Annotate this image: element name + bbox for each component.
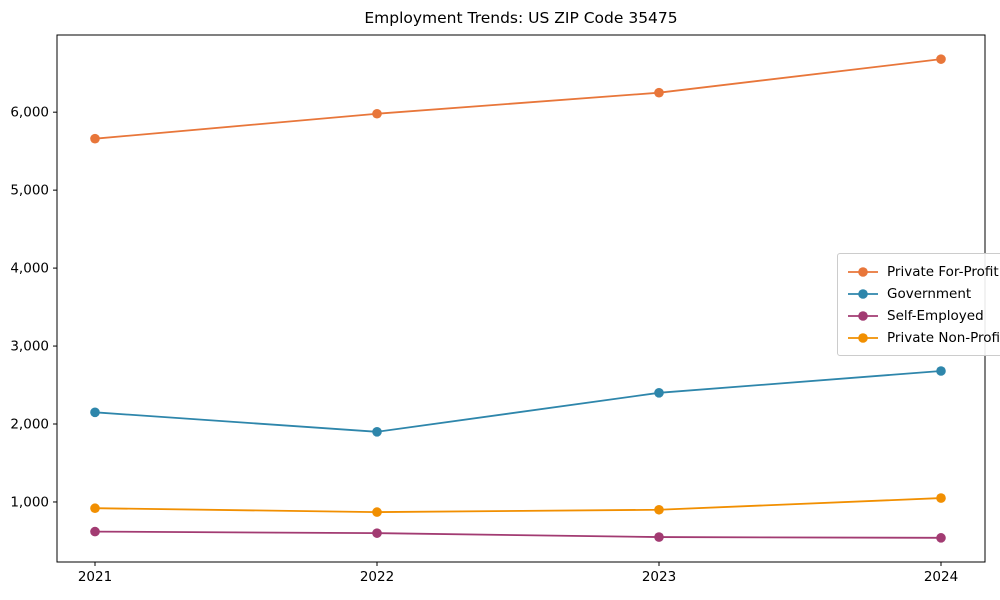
series-self-employed: [90, 526, 946, 543]
data-point-marker: [654, 388, 664, 398]
legend-item-label: Private Non-Profit: [887, 329, 1000, 346]
y-axis: 1,000 2,000 3,000 4,000 5,000 6,000: [10, 105, 57, 510]
chart-title: Employment Trends: US ZIP Code 35475: [364, 9, 678, 27]
series-government: [90, 366, 946, 437]
legend-item-label: Private For-Profit: [887, 263, 999, 280]
data-point-marker: [936, 366, 946, 376]
y-tick-label: 3,000: [10, 339, 49, 355]
x-tick-label: 2024: [924, 569, 958, 585]
data-point-marker: [654, 504, 664, 515]
legend-item-self-employed: Self-Employed: [847, 305, 1000, 326]
data-point-marker: [372, 528, 382, 538]
legend-item-government: Government: [847, 283, 1000, 304]
data-point-marker: [90, 503, 100, 514]
legend: Private For-Profit Government Self-Employe…: [837, 253, 1000, 356]
data-point-marker: [372, 507, 382, 517]
y-tick-label: 5,000: [10, 183, 49, 199]
x-axis: 2021 2022 2023 2024: [78, 562, 958, 585]
data-point-marker: [372, 427, 382, 437]
data-point-marker: [90, 526, 100, 537]
legend-marker-icon: [848, 310, 878, 321]
data-point-marker: [936, 493, 946, 503]
data-point-marker: [90, 133, 100, 144]
data-point-marker: [654, 87, 664, 98]
series-line: [94, 370, 942, 433]
y-tick-label: 1,000: [10, 494, 49, 510]
data-point-marker: [936, 533, 946, 543]
legend-item-private-non-profit: Private Non-Profit: [847, 327, 1000, 348]
series-private-non-profit: [90, 493, 946, 517]
legend-item-label: Self-Employed: [887, 307, 984, 324]
series-line: [94, 530, 942, 539]
series-line: [94, 497, 942, 514]
series-private-for-profit: [90, 54, 946, 144]
data-point-marker: [936, 54, 946, 64]
legend-marker-icon: [848, 266, 878, 277]
x-tick-label: 2023: [642, 569, 676, 585]
x-tick-label: 2021: [78, 569, 112, 585]
data-point-marker: [372, 108, 382, 119]
y-tick-label: 2,000: [10, 417, 49, 433]
legend-marker-icon: [848, 288, 878, 299]
legend-marker-icon: [848, 332, 878, 343]
x-tick-label: 2022: [360, 569, 394, 585]
data-point-marker: [654, 532, 664, 542]
y-tick-label: 4,000: [10, 261, 49, 277]
legend-item-label: Government: [887, 285, 972, 302]
legend-item-private-for-profit: Private For-Profit: [847, 261, 1000, 282]
y-tick-label: 6,000: [10, 105, 49, 121]
data-point-marker: [90, 407, 100, 418]
series-line: [94, 58, 942, 140]
